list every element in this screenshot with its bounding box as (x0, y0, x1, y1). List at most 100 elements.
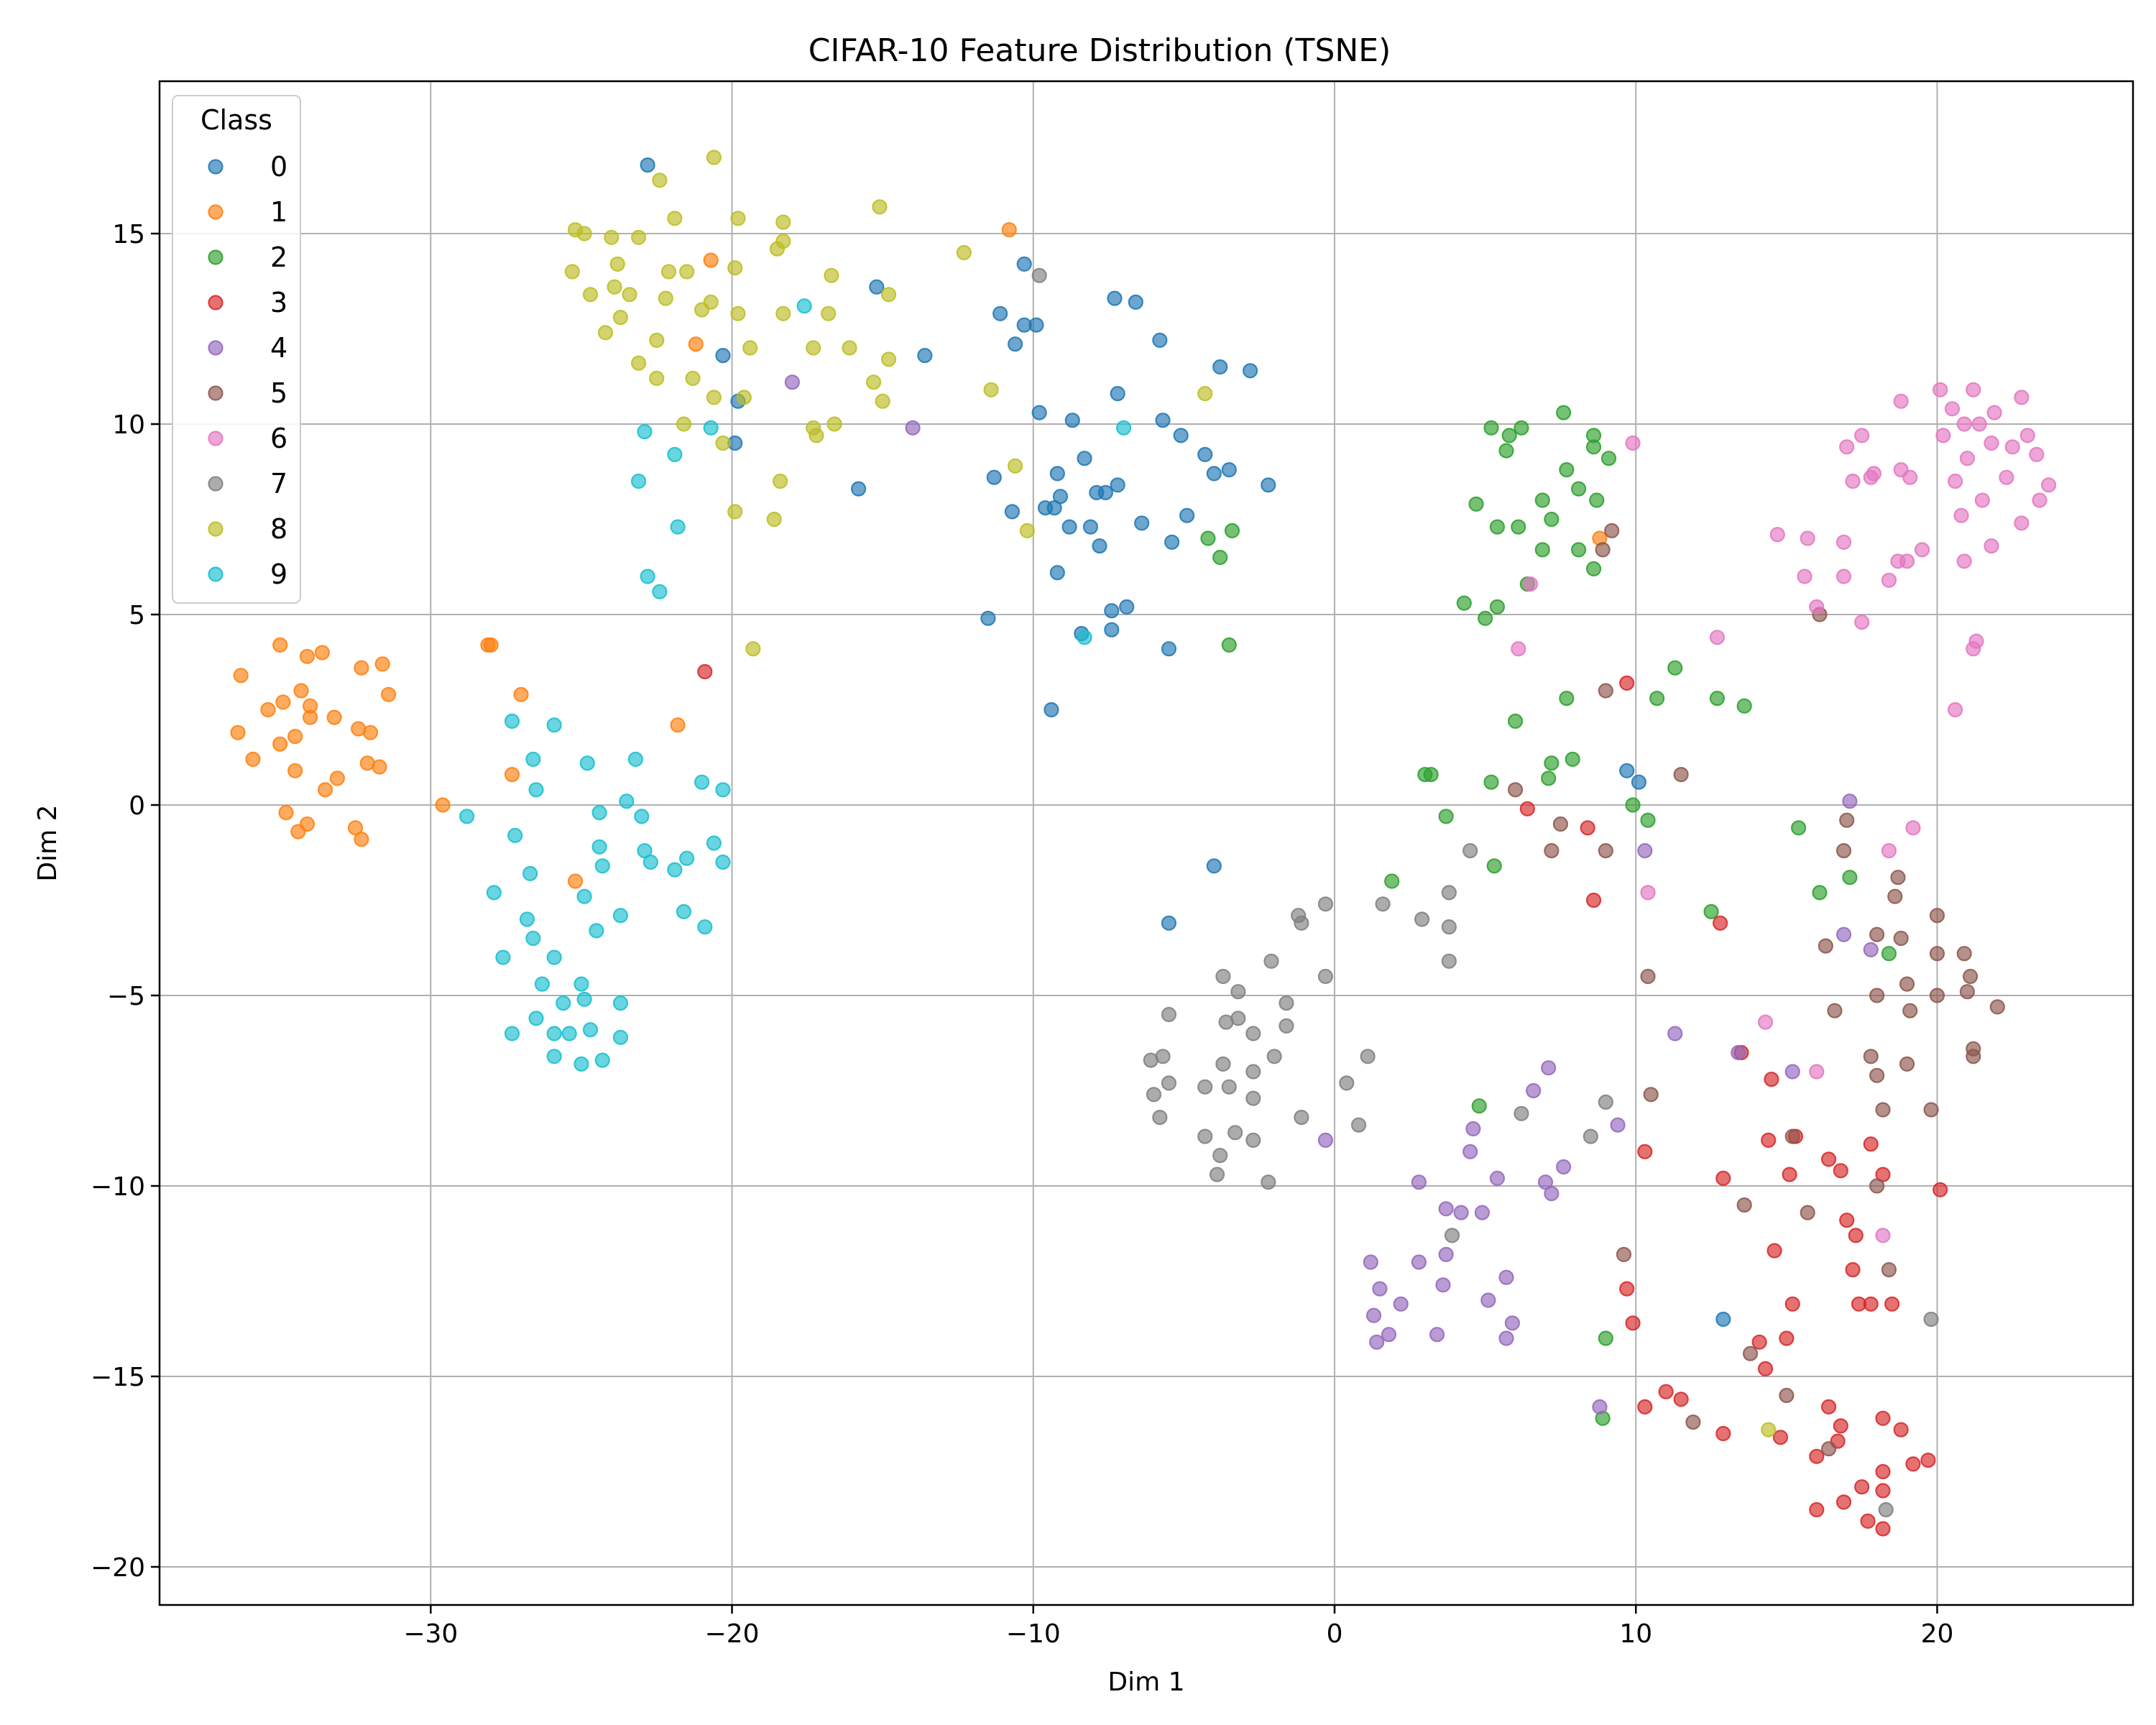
data-point (1164, 534, 1180, 550)
data-point (670, 717, 686, 733)
data-point (1984, 538, 1999, 554)
data-point (1835, 534, 1852, 550)
data-point (260, 702, 276, 718)
data-point (1598, 683, 1613, 699)
data-point (1544, 842, 1560, 859)
data-point (742, 340, 758, 356)
x-tick-label: 10 (1619, 1619, 1652, 1649)
data-point (1604, 523, 1620, 539)
data-point (1224, 523, 1240, 539)
data-point (1751, 1334, 1767, 1350)
data-point (1221, 637, 1237, 653)
series-9 (459, 298, 1132, 1072)
data-point (1592, 1399, 1608, 1415)
data-point (1317, 1132, 1334, 1149)
legend-label: 6 (270, 423, 287, 454)
data-point (1800, 530, 1815, 546)
data-point (354, 832, 369, 847)
data-point (875, 393, 890, 409)
legend-marker (208, 476, 224, 492)
data-point (622, 287, 637, 303)
data-point (1565, 751, 1580, 768)
legend-marker (208, 204, 224, 220)
data-point (1209, 1167, 1225, 1182)
data-point (525, 751, 541, 768)
data-point (630, 473, 647, 489)
legend-marker (208, 566, 224, 582)
data-point (564, 264, 580, 280)
data-point (1350, 1117, 1367, 1133)
data-point (1173, 428, 1189, 443)
data-point (1881, 946, 1897, 962)
data-point (1959, 451, 1976, 466)
data-point (1556, 1159, 1572, 1175)
data-point (1625, 797, 1641, 813)
data-point (1920, 1452, 1936, 1468)
data-point (1948, 702, 1963, 718)
data-point (1845, 473, 1861, 489)
data-point (1585, 561, 1602, 577)
data-point (1230, 984, 1246, 1000)
data-point (1161, 641, 1177, 657)
data-point (1769, 527, 1785, 543)
data-point (1212, 359, 1228, 375)
legend-title: Class (201, 104, 272, 136)
data-point (278, 804, 294, 821)
data-point (640, 157, 655, 173)
data-point (697, 663, 713, 680)
data-point (679, 264, 695, 280)
data-point (2032, 492, 2047, 508)
data-point (1685, 1414, 1701, 1430)
data-point (1537, 1174, 1554, 1190)
data-point (703, 420, 719, 436)
data-point (1881, 572, 1897, 588)
data-point (374, 656, 390, 672)
data-point (1161, 915, 1177, 931)
data-point (715, 782, 731, 798)
data-point (1953, 507, 1969, 523)
data-point (676, 903, 692, 920)
data-point (1848, 1228, 1864, 1243)
data-point (1474, 1205, 1491, 1220)
data-point (1435, 1277, 1451, 1293)
data-point (504, 1026, 520, 1041)
y-tick-label: 10 (112, 410, 145, 440)
data-point (766, 511, 782, 528)
data-point (1598, 1330, 1613, 1346)
legend-marker (208, 295, 224, 310)
data-point (1381, 1327, 1397, 1343)
data-point (1544, 755, 1560, 771)
data-point (612, 908, 629, 924)
data-point (980, 610, 996, 626)
data-point (694, 774, 710, 790)
data-point (1031, 267, 1047, 283)
data-point (293, 683, 309, 699)
data-point (1092, 538, 1107, 554)
data-point (1640, 885, 1656, 901)
data-point (1212, 1147, 1228, 1164)
data-point (1818, 938, 1833, 954)
data-point (1571, 542, 1587, 558)
data-point (1215, 1056, 1231, 1072)
data-point (1411, 1254, 1427, 1270)
data-point (1501, 428, 1517, 443)
data-point (1869, 926, 1885, 942)
data-point (1541, 1060, 1557, 1076)
data-point (1483, 774, 1499, 790)
legend-marker (208, 159, 224, 175)
data-point (1161, 1006, 1177, 1023)
data-point (1243, 363, 1258, 379)
data-point (507, 827, 523, 844)
data-point (1956, 553, 1972, 569)
data-point (1128, 294, 1143, 310)
data-point (1526, 1082, 1542, 1099)
data-point (706, 150, 722, 165)
data-point (1963, 968, 1978, 985)
data-point (1986, 405, 2002, 420)
data-point (2041, 477, 2057, 493)
data-point (594, 858, 610, 874)
data-point (1736, 1197, 1752, 1213)
data-point (1462, 1144, 1478, 1159)
data-point (773, 473, 788, 489)
